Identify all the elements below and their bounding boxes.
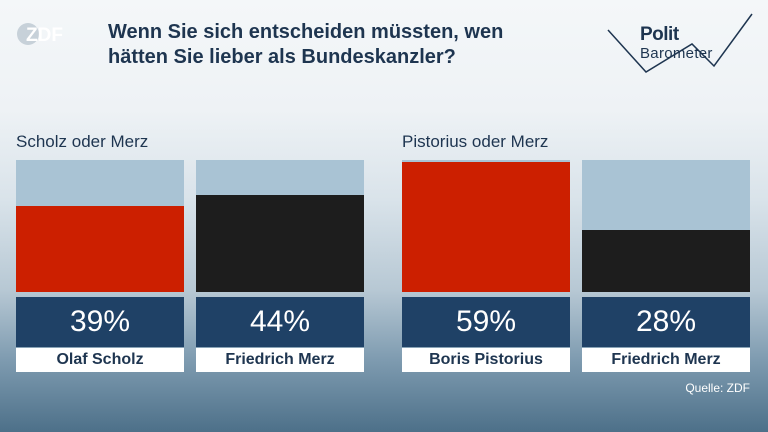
label-boris-pistorius: Boris Pistorius <box>402 348 570 372</box>
bar-track-friedrich-merz-2 <box>582 160 750 292</box>
value-friedrich-merz-2: 28% <box>582 297 750 347</box>
brand-line-2: Barometer <box>640 45 713 62</box>
bar-track-olaf-scholz <box>16 160 184 292</box>
bar-boris-pistorius <box>402 162 570 292</box>
logo-text: ZDF <box>26 25 63 46</box>
bar-friedrich-merz-2 <box>582 230 750 292</box>
zdf-logo: ZDF <box>16 22 80 46</box>
value-friedrich-merz-1: 44% <box>196 297 364 347</box>
politbarometer-logo <box>607 13 753 73</box>
title-line-1: Wenn Sie sich entscheiden müssten, wen <box>108 21 504 43</box>
brand-line-1: Polit <box>640 24 679 45</box>
value-olaf-scholz: 39% <box>16 297 184 347</box>
label-olaf-scholz: Olaf Scholz <box>16 348 184 372</box>
value-boris-pistorius: 59% <box>402 297 570 347</box>
label-friedrich-merz-2: Friedrich Merz <box>582 348 750 372</box>
bar-track-friedrich-merz-1 <box>196 160 364 292</box>
source-note: Quelle: ZDF <box>685 381 750 395</box>
bar-friedrich-merz-1 <box>196 195 364 292</box>
title-line-2: hätten Sie lieber als Bundeskanzler? <box>108 46 456 68</box>
bar-track-boris-pistorius <box>402 160 570 292</box>
group-label-scholz-merz: Scholz oder Merz <box>16 132 149 151</box>
bar-olaf-scholz <box>16 206 184 292</box>
chart-title: Wenn Sie sich entscheiden müssten, wen h… <box>108 20 578 70</box>
label-friedrich-merz-1: Friedrich Merz <box>196 348 364 372</box>
group-label-pistorius-merz: Pistorius oder Merz <box>402 132 549 151</box>
